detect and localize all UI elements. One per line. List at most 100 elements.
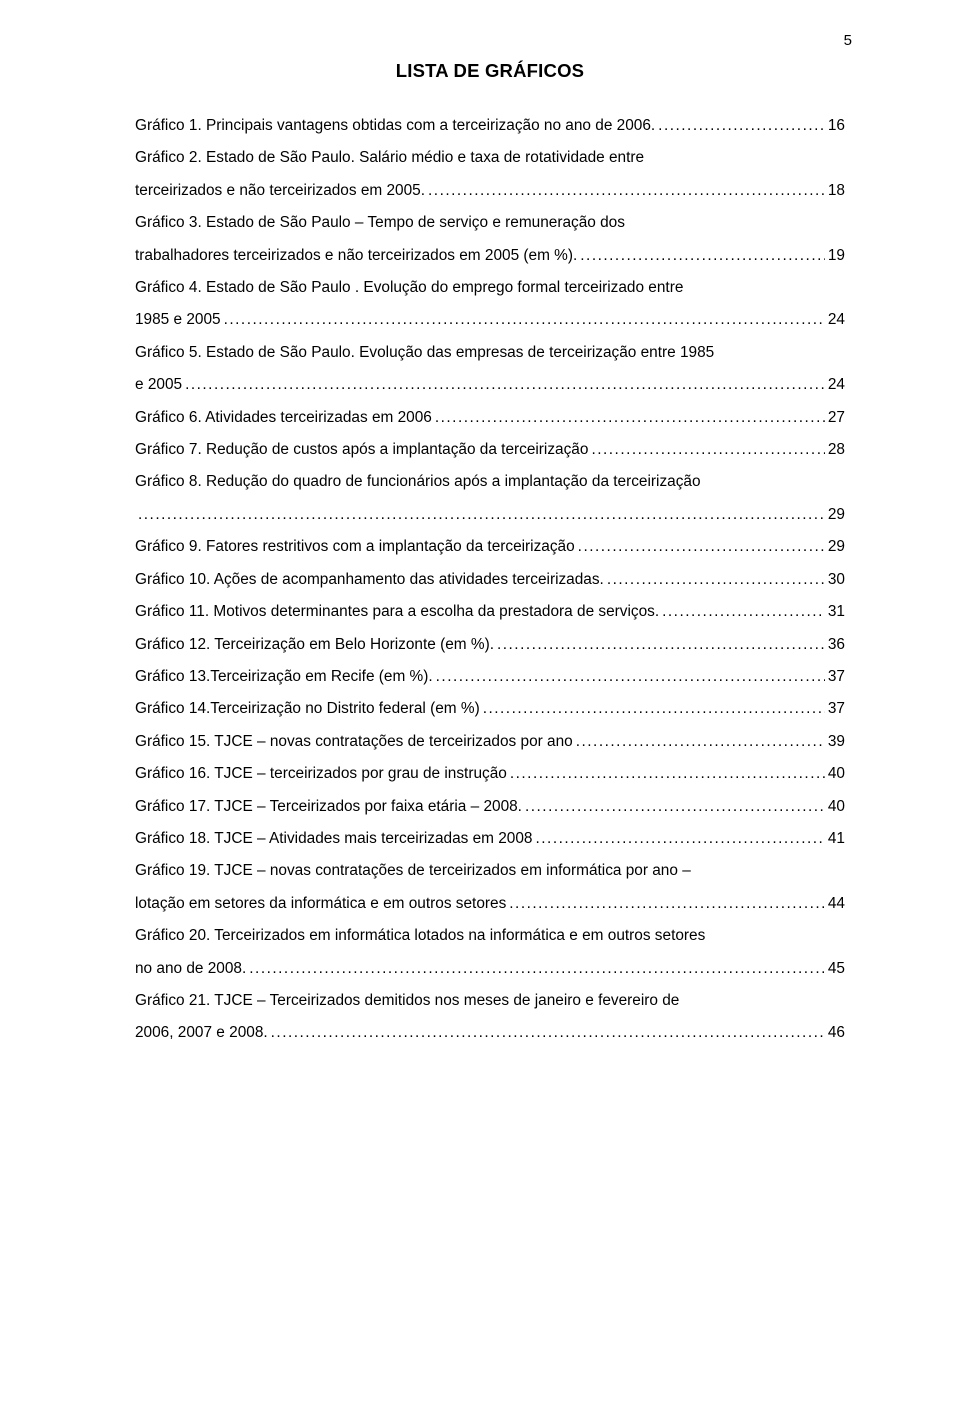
toc-entry: Gráfico 1. Principais vantagens obtidas … xyxy=(135,118,845,133)
toc-entry: Gráfico 16. TJCE – terceirizados por gra… xyxy=(135,766,845,781)
toc-entry-page: 19 xyxy=(828,248,845,263)
toc-entry-text: e 2005 xyxy=(135,377,182,392)
toc-entry-text: terceirizados e não terceirizados em 200… xyxy=(135,183,425,198)
toc-entry-text: Gráfico 12. Terceirização em Belo Horizo… xyxy=(135,637,494,652)
toc-leader-dots xyxy=(510,766,825,781)
toc-entry-line2: trabalhadores terceirizados e não tercei… xyxy=(135,248,845,263)
toc-entry: Gráfico 7. Redução de custos após a impl… xyxy=(135,442,845,457)
toc-entry: Gráfico 10. Ações de acompanhamento das … xyxy=(135,572,845,587)
toc-entry-page: 36 xyxy=(828,637,845,652)
toc-entry-text: lotação em setores da informática e em o… xyxy=(135,896,506,911)
toc-entry-text: Gráfico 19. TJCE – novas contratações de… xyxy=(135,863,845,878)
toc-entry-page: 44 xyxy=(828,896,845,911)
toc-entry-page: 46 xyxy=(828,1025,845,1040)
toc-entry-page: 24 xyxy=(828,377,845,392)
toc-entry: Gráfico 21. TJCE – Terceirizados demitid… xyxy=(135,993,845,1041)
toc-entry-text: Gráfico 11. Motivos determinantes para a… xyxy=(135,604,659,619)
toc-entry: Gráfico 19. TJCE – novas contratações de… xyxy=(135,863,845,911)
toc-entry-page: 31 xyxy=(828,604,845,619)
toc-entry-text: 2006, 2007 e 2008. xyxy=(135,1025,268,1040)
toc-entry-text: Gráfico 13.Terceirização em Recife (em %… xyxy=(135,669,433,684)
toc-entry: Gráfico 4. Estado de São Paulo . Evoluçã… xyxy=(135,280,845,328)
toc-entry: Gráfico 12. Terceirização em Belo Horizo… xyxy=(135,637,845,652)
toc-leader-dots xyxy=(578,539,825,554)
toc-entry-page: 27 xyxy=(828,410,845,425)
toc-leader-dots xyxy=(436,669,825,684)
toc-entry-line2: e 2005 24 xyxy=(135,377,845,392)
toc-leader-dots xyxy=(525,799,825,814)
toc-leader-dots xyxy=(607,572,825,587)
toc-entry-page: 28 xyxy=(828,442,845,457)
toc-entry-page: 37 xyxy=(828,701,845,716)
toc-leader-dots xyxy=(662,604,825,619)
toc-entry-text: Gráfico 21. TJCE – Terceirizados demitid… xyxy=(135,993,845,1008)
toc-entry-page: 40 xyxy=(828,766,845,781)
toc-entry-text: Gráfico 14.Terceirização no Distrito fed… xyxy=(135,701,480,716)
toc-leader-dots xyxy=(271,1025,825,1040)
toc-entry-line2: no ano de 2008. 45 xyxy=(135,961,845,976)
toc-entry: Gráfico 14.Terceirização no Distrito fed… xyxy=(135,701,845,716)
toc-entry-text: no ano de 2008. xyxy=(135,961,246,976)
toc-entry-page: 18 xyxy=(828,183,845,198)
toc-entry-page: 41 xyxy=(828,831,845,846)
toc-entry-text: Gráfico 1. Principais vantagens obtidas … xyxy=(135,118,655,133)
toc-entry-page: 45 xyxy=(828,961,845,976)
toc-entry: Gráfico 5. Estado de São Paulo. Evolução… xyxy=(135,345,845,393)
toc-entry: Gráfico 8. Redução do quadro de funcioná… xyxy=(135,474,845,522)
toc-entry-line2: 1985 e 2005 24 xyxy=(135,312,845,327)
toc-entry-page: 39 xyxy=(828,734,845,749)
toc-entry-text: trabalhadores terceirizados e não tercei… xyxy=(135,248,577,263)
toc-entry-page: 40 xyxy=(828,799,845,814)
document-page: 5 LISTA DE GRÁFICOS Gráfico 1. Principai… xyxy=(0,0,960,1418)
toc-leader-dots xyxy=(658,118,825,133)
toc-entry-text: Gráfico 8. Redução do quadro de funcioná… xyxy=(135,474,845,489)
toc-leader-dots xyxy=(138,507,825,522)
page-number: 5 xyxy=(844,32,852,49)
toc-leader-dots xyxy=(428,183,825,198)
toc-entry-page: 16 xyxy=(828,118,845,133)
toc-entry-line2: 2006, 2007 e 2008. 46 xyxy=(135,1025,845,1040)
toc-leader-dots xyxy=(483,701,825,716)
toc-entry: Gráfico 11. Motivos determinantes para a… xyxy=(135,604,845,619)
toc-leader-dots xyxy=(580,248,825,263)
toc-leader-dots xyxy=(249,961,825,976)
toc-leader-dots xyxy=(435,410,825,425)
toc-entry-line2: 29 xyxy=(135,507,845,522)
toc-leader-dots xyxy=(509,896,825,911)
toc-entry: Gráfico 3. Estado de São Paulo – Tempo d… xyxy=(135,215,845,263)
toc-entry: Gráfico 2. Estado de São Paulo. Salário … xyxy=(135,150,845,198)
toc-leader-dots xyxy=(536,831,825,846)
toc-entry: Gráfico 13.Terceirização em Recife (em %… xyxy=(135,669,845,684)
toc-entry-text: Gráfico 2. Estado de São Paulo. Salário … xyxy=(135,150,845,165)
toc-entry-line2: terceirizados e não terceirizados em 200… xyxy=(135,183,845,198)
toc-leader-dots xyxy=(591,442,824,457)
toc-leader-dots xyxy=(224,312,825,327)
toc-entry-page: 30 xyxy=(828,572,845,587)
toc-entry: Gráfico 18. TJCE – Atividades mais terce… xyxy=(135,831,845,846)
toc-entry-text: Gráfico 6. Atividades terceirizadas em 2… xyxy=(135,410,432,425)
toc-entry-line2: lotação em setores da informática e em o… xyxy=(135,896,845,911)
toc-entry: Gráfico 9. Fatores restritivos com a imp… xyxy=(135,539,845,554)
toc-entry-text: Gráfico 9. Fatores restritivos com a imp… xyxy=(135,539,575,554)
page-title: LISTA DE GRÁFICOS xyxy=(135,60,845,82)
toc-entry-text: Gráfico 4. Estado de São Paulo . Evoluçã… xyxy=(135,280,845,295)
toc-entry: Gráfico 20. Terceirizados em informática… xyxy=(135,928,845,976)
toc-entry-page: 29 xyxy=(828,539,845,554)
toc-entry-text: Gráfico 3. Estado de São Paulo – Tempo d… xyxy=(135,215,845,230)
table-of-contents: Gráfico 1. Principais vantagens obtidas … xyxy=(135,118,845,1041)
toc-entry: Gráfico 15. TJCE – novas contratações de… xyxy=(135,734,845,749)
toc-entry-text: Gráfico 7. Redução de custos após a impl… xyxy=(135,442,588,457)
toc-entry: Gráfico 6. Atividades terceirizadas em 2… xyxy=(135,410,845,425)
toc-entry-text: Gráfico 16. TJCE – terceirizados por gra… xyxy=(135,766,507,781)
toc-entry-text: Gráfico 17. TJCE – Terceirizados por fai… xyxy=(135,799,522,814)
toc-entry-text: Gráfico 15. TJCE – novas contratações de… xyxy=(135,734,573,749)
toc-entry-text: Gráfico 18. TJCE – Atividades mais terce… xyxy=(135,831,533,846)
toc-entry-text: Gráfico 10. Ações de acompanhamento das … xyxy=(135,572,604,587)
toc-entry-page: 37 xyxy=(828,669,845,684)
toc-entry-page: 29 xyxy=(828,507,845,522)
toc-entry-text: 1985 e 2005 xyxy=(135,312,221,327)
toc-entry-text: Gráfico 5. Estado de São Paulo. Evolução… xyxy=(135,345,845,360)
toc-leader-dots xyxy=(576,734,825,749)
toc-entry-page: 24 xyxy=(828,312,845,327)
toc-entry: Gráfico 17. TJCE – Terceirizados por fai… xyxy=(135,799,845,814)
